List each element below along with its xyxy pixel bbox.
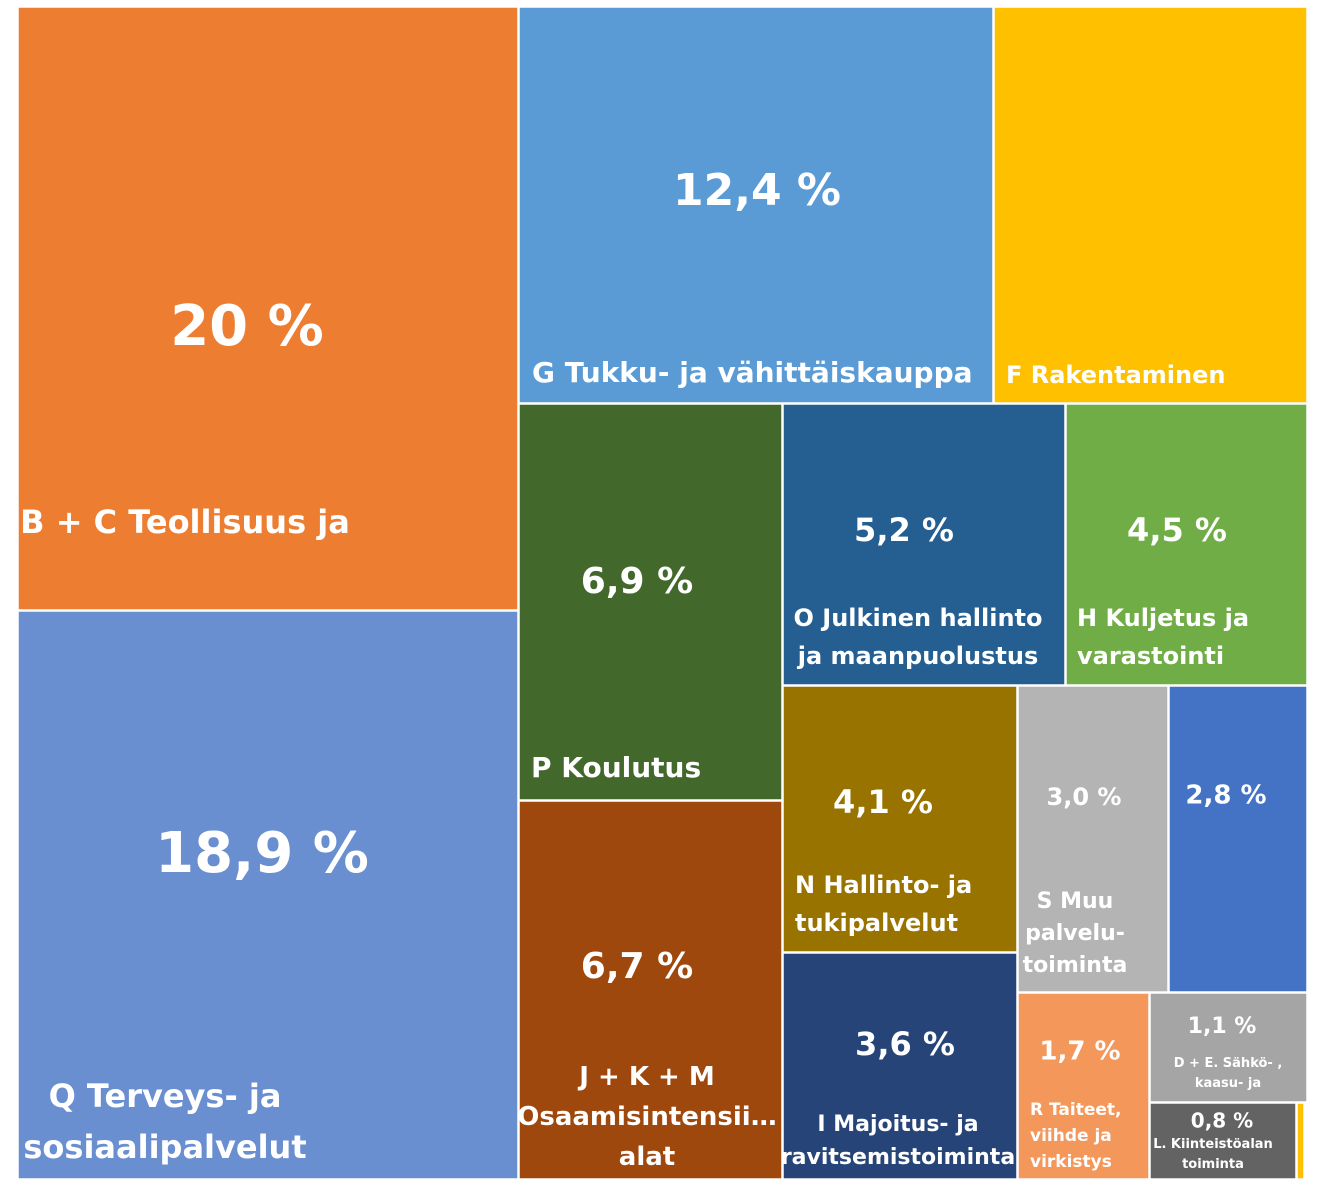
category-label: F Rakentaminen (1006, 361, 1225, 389)
category-label: O Julkinen hallinto ja maanpuolustus (794, 604, 1043, 670)
category-label: S Muu palvelu-toiminta (1023, 889, 1128, 978)
treemap-cell (1017, 992, 1150, 1179)
category-label: P Koulutus (531, 751, 701, 784)
category-label: N Hallinto- ja tukipalvelut (795, 871, 972, 937)
category-label: I Majoitus- ja ravitsemistoiminta (781, 1112, 1015, 1170)
category-label: H Kuljetus ja varastointi (1077, 604, 1249, 670)
value-label: 4,1 % (833, 783, 933, 821)
treemap-cell (518, 800, 783, 1179)
treemap-cell (1017, 685, 1169, 993)
category-label: D + E. Sähkö- , kaasu- ja (1174, 1056, 1283, 1091)
treemap-cell (782, 685, 1018, 953)
value-label: 6,9 % (581, 561, 693, 602)
category-label: J + K + M Osaamisintensii… alat (517, 1062, 776, 1172)
value-label: 0,8 % (1191, 1109, 1253, 1133)
treemap-cell (1065, 403, 1308, 686)
treemap-cell (1168, 685, 1308, 993)
value-label: 18,9 % (155, 821, 369, 886)
treemap-cell (782, 952, 1018, 1179)
value-label: 3,6 % (855, 1025, 955, 1063)
value-label: 12,4 % (673, 165, 841, 216)
category-label: R Taiteet, viihde ja virkistys (1030, 1100, 1121, 1172)
treemap-cell (17, 610, 519, 1179)
category-label: Q Terveys- ja sosiaalipalvelut (23, 1077, 306, 1166)
value-label: 6,7 % (581, 946, 693, 987)
treemap-cell (17, 6, 519, 611)
value-label: 5,2 % (854, 511, 954, 549)
value-label: 1,7 % (1039, 1037, 1120, 1067)
value-label: 4,5 % (1127, 511, 1227, 549)
treemap-cell (1149, 992, 1308, 1103)
treemap-cell (993, 6, 1308, 404)
value-label: 20 % (170, 294, 324, 359)
treemap-cell (518, 6, 994, 404)
value-label: 3,0 % (1047, 783, 1122, 811)
category-label: L. Kiinteistöalan toiminta (1153, 1137, 1273, 1172)
treemap-cell (518, 403, 783, 801)
value-label: 1,1 % (1188, 1014, 1257, 1039)
category-label: B + C Teollisuus ja (20, 503, 350, 541)
category-label: G Tukku- ja vähittäiskauppa (532, 356, 973, 389)
treemap-cell (782, 403, 1066, 686)
treemap-cell (1149, 1102, 1297, 1179)
value-label: 2,8 % (1185, 781, 1266, 811)
treemap-cell (1296, 1102, 1305, 1179)
